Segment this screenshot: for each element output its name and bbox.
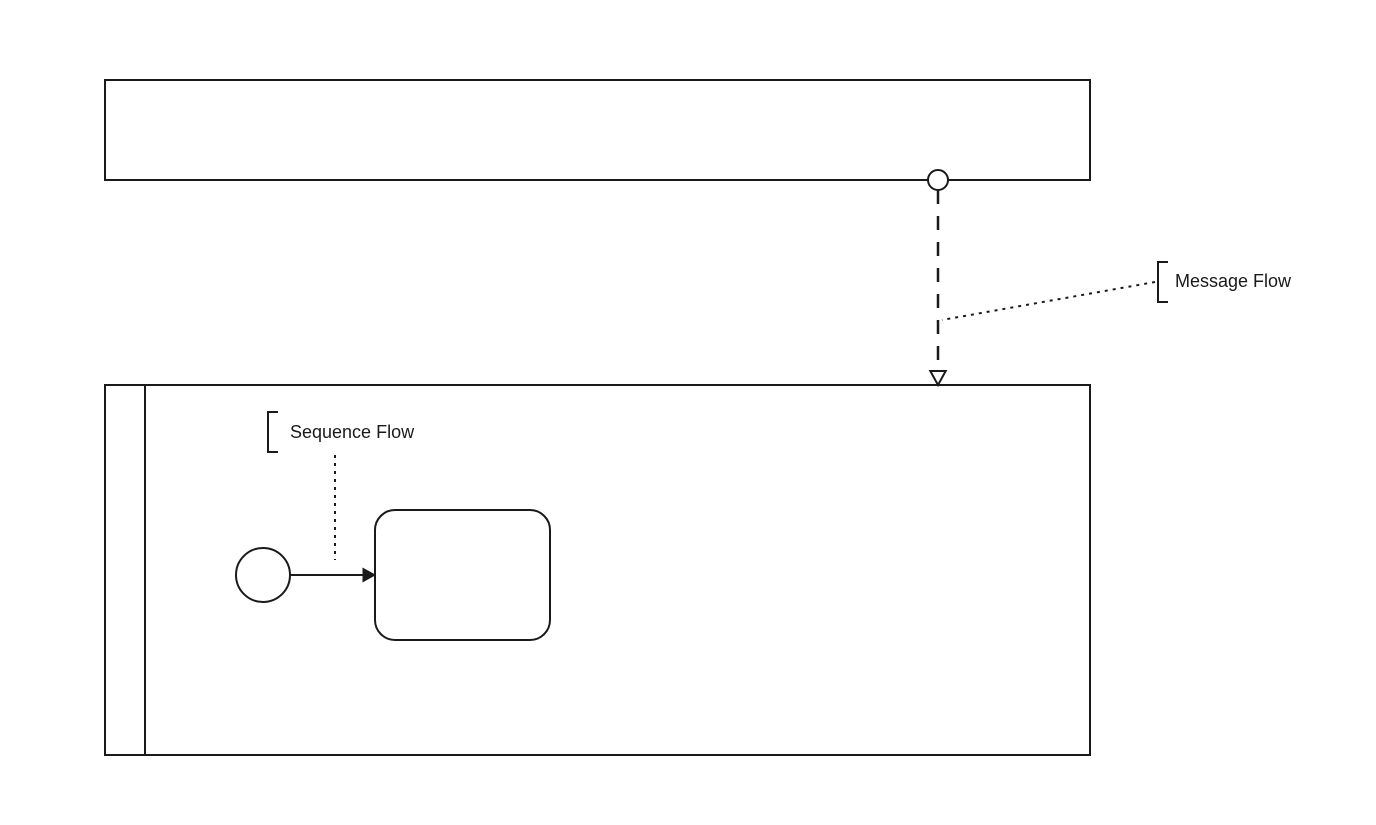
sequence-flow-arrowhead — [363, 568, 375, 581]
message-flow-label-bracket — [1158, 262, 1168, 302]
message-flow-arrowhead — [930, 371, 945, 385]
message-flow-label-leader — [942, 282, 1155, 320]
pool-top — [105, 80, 1090, 180]
sequence-flow-label-bracket — [268, 412, 278, 452]
bpmn-diagram: Sequence Flow Message Flow — [0, 0, 1376, 825]
message-flow-start-circle — [928, 170, 948, 190]
start-event — [236, 548, 290, 602]
task — [375, 510, 550, 640]
message-flow-label: Message Flow — [1175, 271, 1292, 291]
sequence-flow-label: Sequence Flow — [290, 422, 415, 442]
pool-bottom — [105, 385, 1090, 755]
